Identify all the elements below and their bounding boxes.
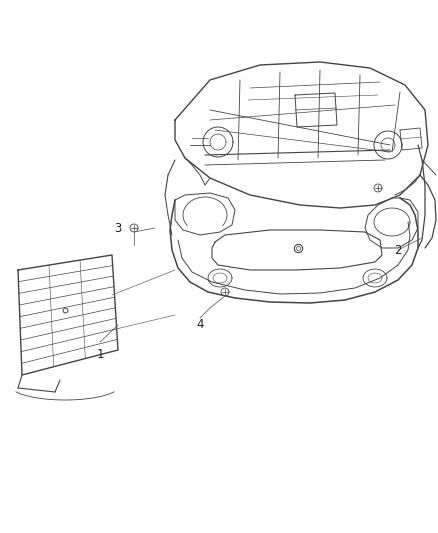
Text: 4: 4 <box>196 319 204 332</box>
Text: 2: 2 <box>394 244 402 256</box>
Text: 1: 1 <box>96 349 104 361</box>
Text: 3: 3 <box>114 222 122 235</box>
